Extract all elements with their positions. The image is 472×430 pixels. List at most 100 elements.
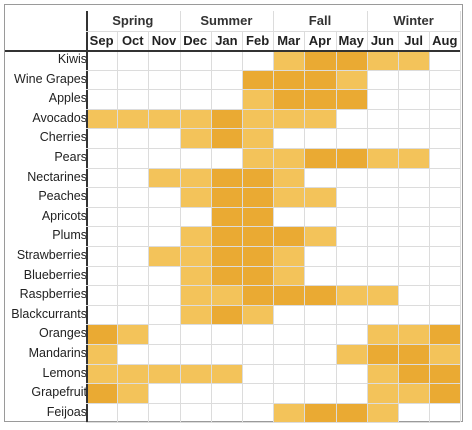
season-cell xyxy=(398,324,430,344)
season-label: Fall xyxy=(308,13,332,28)
fruit-label: Strawberries xyxy=(16,248,87,262)
season-cell xyxy=(273,187,305,207)
season-cell xyxy=(242,108,274,129)
season-cell xyxy=(335,285,367,305)
grid-line xyxy=(86,206,461,208)
season-cell xyxy=(304,285,336,305)
season-cell xyxy=(398,344,430,364)
fruit-label: Apples xyxy=(48,91,87,106)
season-cell xyxy=(273,148,305,168)
season-cell xyxy=(366,383,398,403)
fruit-label: Wine Grapes xyxy=(14,71,87,86)
season-cell xyxy=(210,128,242,148)
season-cell xyxy=(179,246,211,266)
season-cell xyxy=(273,226,305,246)
grid-line xyxy=(86,422,461,424)
fruit-label: Oranges xyxy=(39,326,87,341)
fruit-label: Avocados xyxy=(32,110,87,125)
season-cell xyxy=(304,89,336,109)
season-cell xyxy=(242,69,274,90)
season-cell xyxy=(242,285,274,305)
month-label: Jul xyxy=(404,33,423,48)
season-cell xyxy=(242,226,274,246)
grid-line xyxy=(273,11,275,423)
season-cell xyxy=(242,187,274,207)
month-label: Jun xyxy=(370,33,394,48)
season-cell xyxy=(148,246,180,266)
season-cell xyxy=(366,50,398,70)
season-cell xyxy=(273,69,305,90)
fruit-label: Pears xyxy=(54,150,87,164)
season-cell xyxy=(335,344,367,364)
season-cell xyxy=(273,50,305,70)
season-cell xyxy=(429,363,461,384)
season-cell xyxy=(429,324,461,344)
grid-line xyxy=(86,69,461,71)
grid-line xyxy=(86,89,461,91)
season-cell xyxy=(210,167,242,188)
season-cell xyxy=(179,285,211,305)
season-cell xyxy=(366,344,398,364)
grid-line xyxy=(86,246,461,247)
month-label: Jan xyxy=(215,33,238,48)
season-cell xyxy=(210,304,242,325)
season-cell xyxy=(148,363,180,384)
month-label: Oct xyxy=(121,33,144,48)
season-cell xyxy=(366,324,398,344)
season-cell xyxy=(86,383,118,403)
season-cell xyxy=(210,285,242,305)
season-cell xyxy=(117,324,149,344)
grid-line xyxy=(86,265,461,267)
fruit-label: Lemons xyxy=(42,365,87,380)
season-cell xyxy=(335,89,367,109)
grid-line xyxy=(179,11,181,423)
season-cell xyxy=(210,265,242,286)
season-cell xyxy=(335,50,367,70)
season-cell xyxy=(242,128,274,148)
season-cell xyxy=(273,246,305,266)
season-cell xyxy=(304,50,336,70)
grid-line xyxy=(86,128,461,130)
grid-line xyxy=(86,226,461,228)
grid-line xyxy=(86,304,461,306)
season-cell xyxy=(86,108,118,129)
grid-line xyxy=(86,31,461,32)
grid-line xyxy=(5,50,461,52)
season-cell xyxy=(273,285,305,305)
season-cell xyxy=(273,89,305,109)
season-cell xyxy=(335,69,367,90)
month-label: Aug xyxy=(432,33,458,48)
grid-line xyxy=(86,363,461,365)
season-cell xyxy=(304,148,336,168)
season-cell xyxy=(148,167,180,188)
season-cell xyxy=(304,69,336,90)
season-cell xyxy=(273,108,305,129)
season-cell xyxy=(335,148,367,168)
fruit-label: Mandarins xyxy=(28,346,87,360)
season-cell xyxy=(304,108,336,129)
season-cell xyxy=(398,383,430,403)
grid-line xyxy=(86,11,88,423)
fruit-label: Kiwis xyxy=(57,52,87,66)
season-cell xyxy=(179,265,211,286)
season-cell xyxy=(242,89,274,109)
season-cell xyxy=(179,187,211,207)
fruit-label: Feijoas xyxy=(46,404,87,419)
season-cell xyxy=(210,187,242,207)
season-cell xyxy=(304,402,336,423)
grid-line xyxy=(86,383,461,385)
season-cell xyxy=(242,167,274,188)
grid-line xyxy=(86,187,461,189)
season-cell xyxy=(242,246,274,266)
month-label: Sep xyxy=(89,33,114,48)
season-cell xyxy=(366,402,398,423)
season-cell xyxy=(398,50,430,70)
season-cell xyxy=(398,148,430,168)
fruit-label: Raspberries xyxy=(19,287,87,302)
season-cell xyxy=(273,402,305,423)
season-cell xyxy=(429,344,461,364)
grid-line xyxy=(86,108,461,110)
grid-line xyxy=(86,402,461,404)
fruit-label: Cherries xyxy=(39,130,87,145)
fruit-label: Nectarines xyxy=(27,169,87,184)
